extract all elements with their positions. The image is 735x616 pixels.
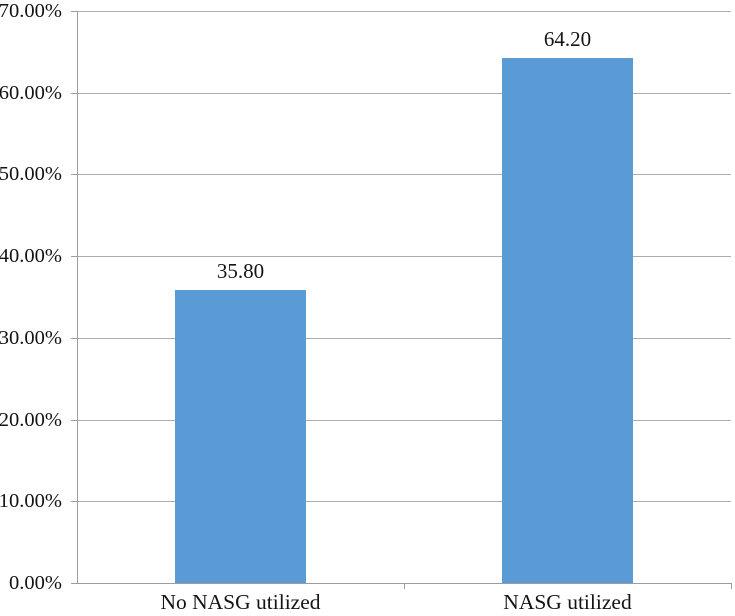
bar <box>175 290 306 583</box>
gridline <box>77 174 731 176</box>
bar-value-label: 64.20 <box>543 27 592 52</box>
y-axis-line <box>77 11 78 583</box>
y-axis-tick-label: 0.00% <box>9 572 62 594</box>
y-axis-tick-label: 70.00% <box>0 0 62 22</box>
y-axis-tick <box>71 174 77 176</box>
y-axis-tick <box>71 11 77 12</box>
x-axis-category-label: NASG utilized <box>503 590 632 614</box>
gridline <box>77 501 731 503</box>
y-axis-tick-label: 10.00% <box>0 490 62 513</box>
gridline <box>77 256 731 258</box>
gridline <box>77 337 731 339</box>
bar <box>502 58 633 583</box>
x-axis-line <box>77 583 732 584</box>
gridline <box>77 92 731 94</box>
y-axis-tick-label: 50.00% <box>0 163 62 186</box>
gridline <box>77 11 731 12</box>
y-axis-tick <box>71 501 77 503</box>
y-axis-tick-label: 30.00% <box>0 326 62 349</box>
y-axis-tick <box>71 92 77 94</box>
y-axis-tick-label: 60.00% <box>0 81 62 104</box>
x-axis-category-label: No NASG utilized <box>160 590 321 614</box>
x-axis-tick <box>731 583 732 589</box>
y-axis-tick-label: 40.00% <box>0 245 62 268</box>
y-axis-tick <box>71 583 77 584</box>
y-axis-tick <box>71 419 77 421</box>
y-axis-tick <box>71 337 77 339</box>
gridline <box>77 419 731 421</box>
plot-area <box>77 11 731 583</box>
x-axis-tick <box>404 583 405 589</box>
y-axis-tick-label: 20.00% <box>0 408 62 431</box>
y-axis-tick <box>71 256 77 258</box>
bar-value-label: 35.80 <box>216 259 265 284</box>
